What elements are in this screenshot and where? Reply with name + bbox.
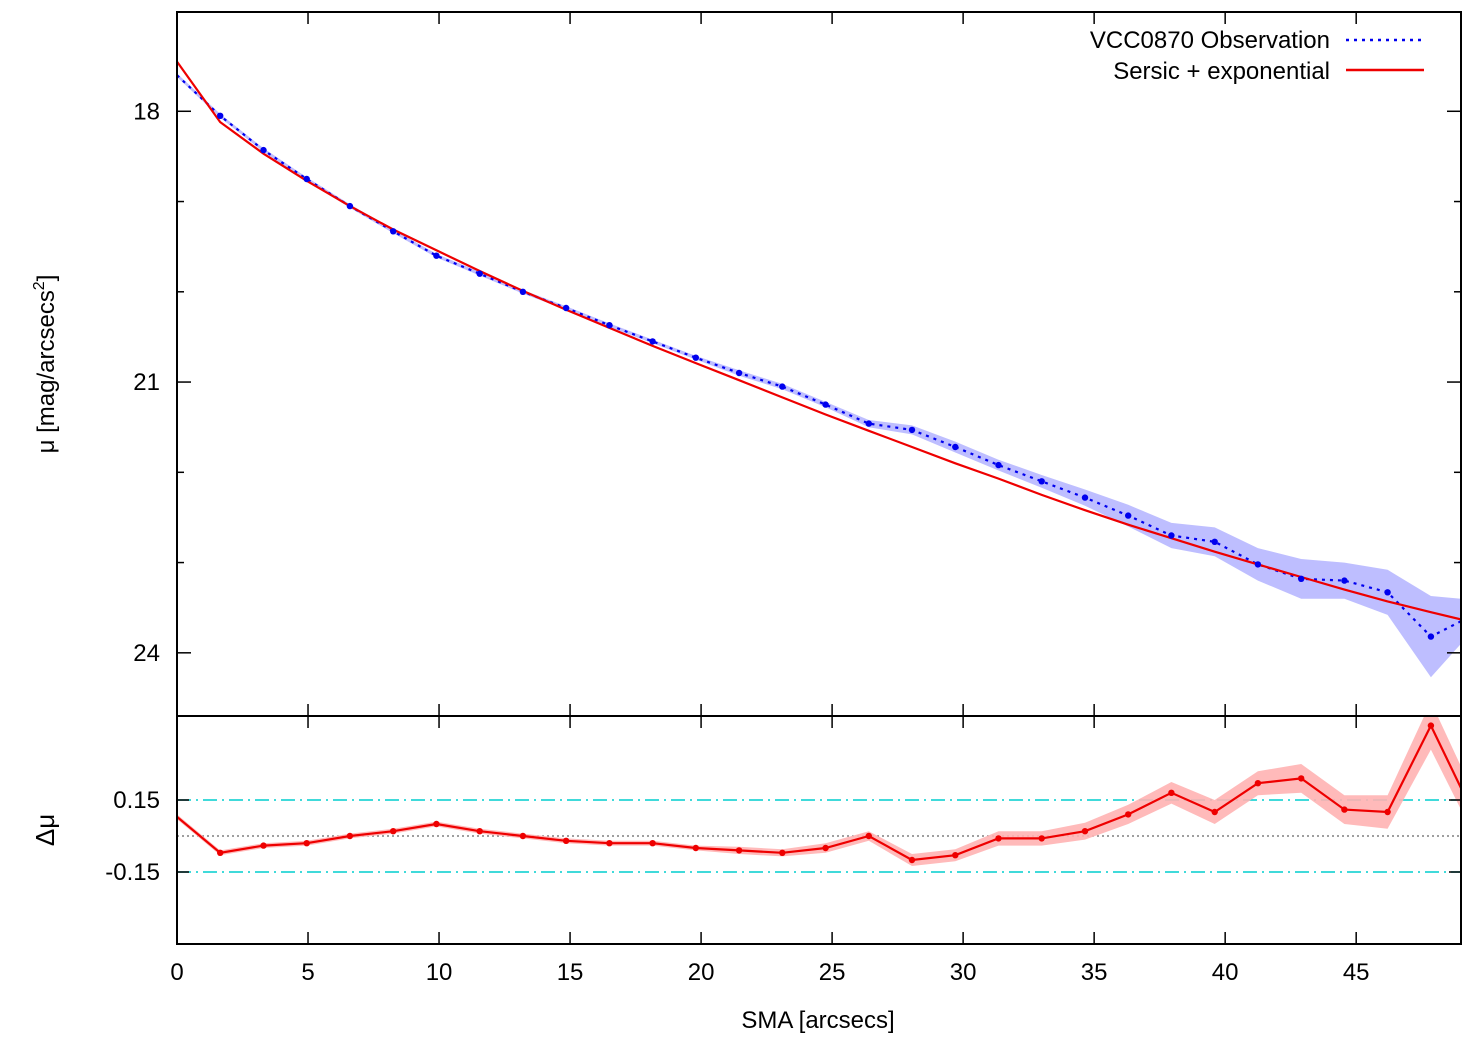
observation-point bbox=[519, 288, 527, 295]
bottom-plot-frame bbox=[176, 715, 1462, 945]
x-tick-label: 5 bbox=[301, 959, 314, 986]
residual-y-tick-label: 0.15 bbox=[113, 787, 160, 814]
residual-point bbox=[346, 832, 354, 840]
observation-point bbox=[346, 202, 354, 210]
observation-point bbox=[649, 338, 656, 345]
observation-point bbox=[1038, 478, 1045, 485]
observation-point bbox=[1081, 494, 1089, 501]
axis-ticks bbox=[176, 12, 1461, 944]
observation-point bbox=[390, 228, 397, 235]
residual-error-band bbox=[177, 716, 1461, 866]
residual-point bbox=[1168, 789, 1175, 796]
model-line bbox=[177, 60, 1461, 621]
observation-point bbox=[1211, 538, 1218, 545]
residual-point bbox=[1081, 828, 1089, 835]
x-tick-label: 25 bbox=[819, 959, 846, 986]
residual-point bbox=[692, 844, 699, 852]
observation-point bbox=[1254, 561, 1262, 568]
axis-tick-labels: 0 5 10 15 20 25 30 35 40 45 18 21 24 0.15 -0.15 bbox=[105, 98, 1369, 986]
x-tick-label: 40 bbox=[1212, 959, 1239, 986]
x-tick-label: 20 bbox=[688, 959, 715, 986]
x-tick-label: 35 bbox=[1081, 959, 1108, 986]
observation-point bbox=[995, 461, 1002, 469]
residual-point bbox=[735, 847, 743, 854]
residual-point bbox=[779, 849, 786, 856]
observation-error-band bbox=[177, 73, 1461, 678]
residual-points bbox=[217, 722, 1435, 864]
residual-point bbox=[1298, 775, 1305, 782]
observation-point bbox=[1168, 532, 1175, 539]
observation-points bbox=[217, 112, 1435, 640]
observation-point bbox=[908, 426, 916, 434]
residual-point bbox=[1427, 722, 1435, 729]
residual-point bbox=[1038, 835, 1045, 842]
residual-point bbox=[519, 832, 527, 840]
residual-point bbox=[1384, 808, 1391, 816]
residual-point bbox=[606, 840, 613, 847]
observation-point bbox=[822, 401, 829, 408]
legend: VCC0870 Observation Sersic + exponential bbox=[1090, 27, 1424, 85]
residual-point bbox=[260, 842, 267, 849]
residual-point bbox=[433, 820, 440, 828]
legend-label-observation: VCC0870 Observation bbox=[1090, 27, 1330, 54]
observation-point bbox=[865, 420, 872, 427]
observation-point bbox=[260, 146, 267, 154]
top-panel-lines bbox=[177, 60, 1461, 638]
residual-point bbox=[952, 852, 959, 859]
residual-error-band-area bbox=[177, 716, 1461, 866]
x-axis-label: SMA [arcsecs] bbox=[741, 1007, 894, 1034]
residual-point bbox=[822, 844, 829, 852]
observation-point bbox=[692, 354, 699, 361]
y-axis-label-profile: μ [mag/arcsecs2] bbox=[31, 275, 60, 454]
observation-error-band-area bbox=[177, 73, 1461, 678]
x-tick-label: 0 bbox=[170, 959, 183, 986]
residual-point bbox=[476, 828, 483, 835]
observation-point bbox=[779, 383, 786, 390]
observation-point bbox=[1125, 512, 1132, 519]
residual-point bbox=[562, 837, 570, 844]
residual-point bbox=[1254, 780, 1262, 787]
observation-point bbox=[1384, 589, 1391, 596]
y-tick-label: 24 bbox=[133, 640, 160, 667]
x-tick-label: 15 bbox=[557, 959, 584, 986]
residual-point bbox=[1211, 808, 1218, 816]
x-tick-label: 10 bbox=[426, 959, 453, 986]
observation-point bbox=[1341, 577, 1348, 584]
residual-point bbox=[1125, 811, 1132, 818]
residual-point bbox=[303, 840, 310, 847]
observation-point bbox=[476, 270, 483, 277]
observation-point bbox=[217, 112, 224, 120]
residual-point bbox=[995, 835, 1002, 842]
observation-point bbox=[562, 304, 570, 312]
y-tick-label: 18 bbox=[133, 98, 160, 125]
x-tick-label: 45 bbox=[1343, 959, 1370, 986]
residual-y-tick-label: -0.15 bbox=[105, 859, 160, 886]
observation-point bbox=[606, 322, 613, 329]
legend-label-model: Sersic + exponential bbox=[1113, 58, 1330, 85]
y-axis-label-residuals: Δμ bbox=[30, 814, 60, 846]
observation-point bbox=[303, 175, 310, 183]
residual-point bbox=[217, 849, 224, 856]
residual-point bbox=[1341, 806, 1348, 813]
observation-point bbox=[1427, 633, 1435, 640]
residual-point bbox=[908, 856, 916, 864]
residual-point bbox=[865, 832, 872, 840]
observation-point bbox=[1298, 575, 1305, 582]
x-tick-label: 30 bbox=[950, 959, 977, 986]
observation-point bbox=[735, 369, 743, 377]
y-axis-label-superscript: 2 bbox=[31, 281, 48, 290]
observation-point bbox=[952, 443, 959, 451]
residual-point bbox=[390, 828, 397, 835]
top-plot-frame bbox=[176, 11, 1462, 717]
residual-point bbox=[649, 840, 656, 847]
y-tick-label: 21 bbox=[133, 369, 160, 396]
observation-point bbox=[433, 252, 440, 259]
